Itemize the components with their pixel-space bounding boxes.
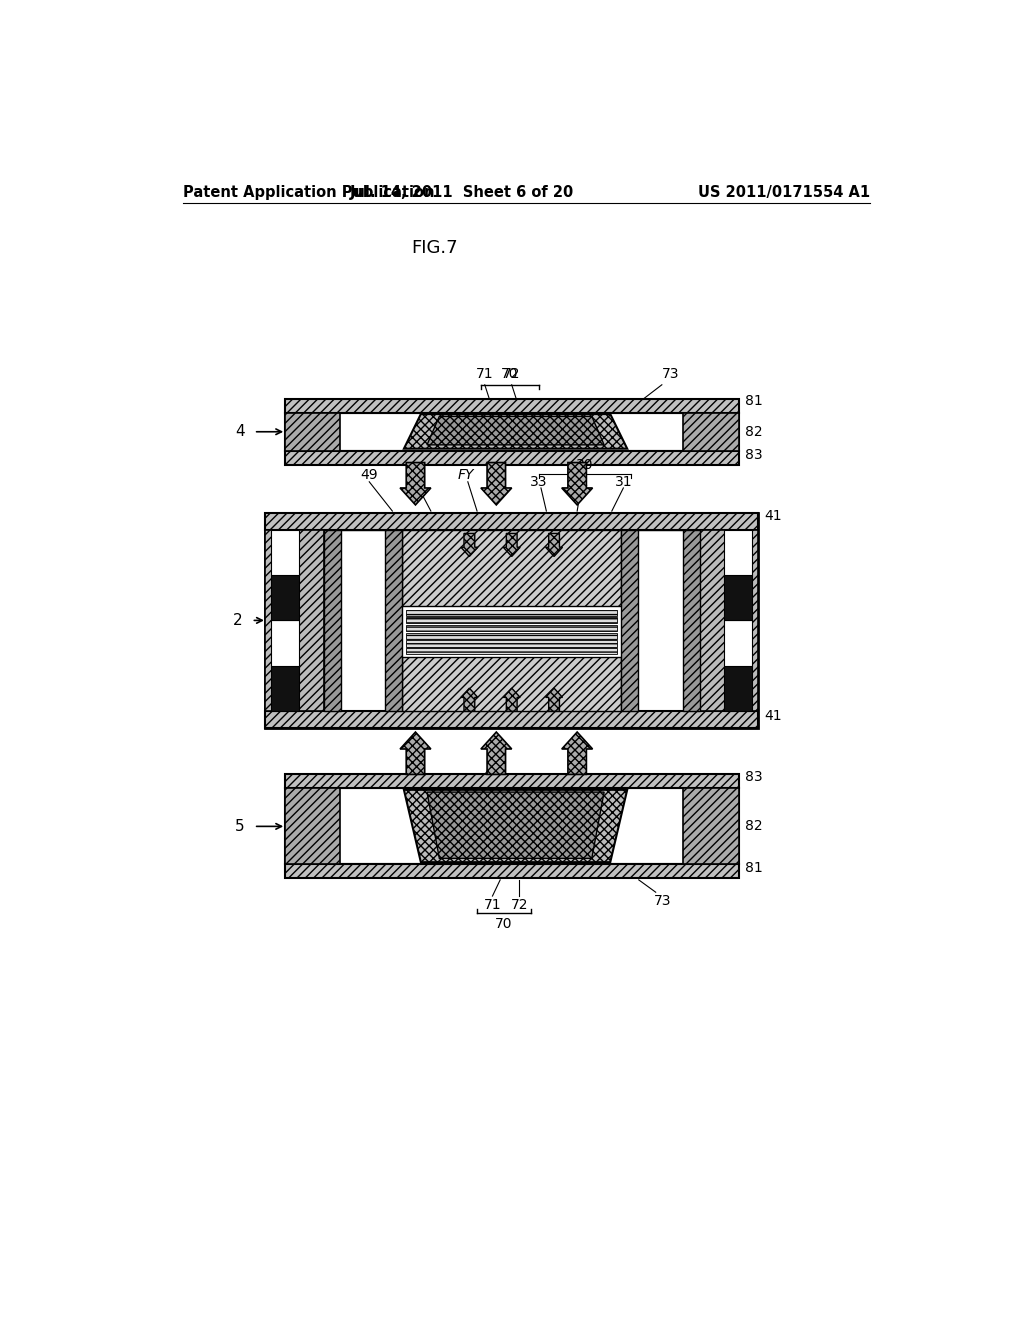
Polygon shape [400, 462, 431, 506]
Bar [265, 711, 758, 729]
Bar [285, 412, 739, 451]
Polygon shape [427, 792, 604, 858]
Bar [285, 412, 340, 451]
Bar [724, 620, 752, 665]
Bar [621, 529, 638, 711]
Text: 32: 32 [572, 475, 590, 488]
Bar [265, 512, 758, 529]
Bar [407, 626, 617, 631]
Polygon shape [562, 462, 593, 506]
Text: 73: 73 [654, 894, 672, 908]
Bar [285, 399, 739, 412]
Bar [271, 529, 299, 576]
Text: 49: 49 [360, 469, 378, 483]
Polygon shape [427, 416, 604, 445]
Text: FY: FY [458, 469, 474, 483]
Text: 31: 31 [614, 475, 632, 488]
Polygon shape [503, 688, 520, 711]
Text: 2: 2 [232, 612, 243, 628]
Text: FIG.7: FIG.7 [412, 239, 458, 257]
Polygon shape [546, 688, 562, 711]
Text: 81: 81 [745, 393, 763, 408]
Text: 72: 72 [503, 367, 520, 381]
Text: 82: 82 [745, 820, 763, 833]
Text: 41: 41 [764, 510, 782, 523]
Bar [271, 576, 299, 620]
Bar [724, 576, 752, 620]
Bar [285, 865, 739, 878]
Polygon shape [562, 733, 593, 775]
Bar [407, 632, 617, 639]
Bar [402, 657, 621, 711]
Text: 71: 71 [476, 367, 494, 381]
Polygon shape [461, 533, 478, 557]
Text: 5: 5 [234, 818, 245, 834]
Text: 70: 70 [496, 917, 513, 931]
Polygon shape [503, 533, 520, 557]
Bar [271, 620, 299, 665]
Text: US 2011/0171554 A1: US 2011/0171554 A1 [697, 185, 869, 201]
Bar [324, 529, 341, 711]
Bar [285, 775, 739, 788]
Bar [265, 529, 324, 711]
Text: 4: 4 [234, 424, 245, 440]
Polygon shape [481, 462, 512, 506]
Bar [402, 529, 621, 606]
Bar [407, 610, 617, 615]
Bar [683, 788, 739, 865]
Bar [285, 788, 340, 865]
Text: 48: 48 [407, 469, 424, 483]
Bar [724, 529, 752, 576]
Text: 72: 72 [511, 898, 528, 912]
Text: 83: 83 [745, 447, 763, 462]
Bar [271, 665, 299, 711]
Bar [407, 640, 617, 647]
Polygon shape [403, 414, 628, 449]
Bar [699, 529, 758, 711]
Polygon shape [461, 688, 478, 711]
Text: 30: 30 [577, 458, 594, 471]
Text: 73: 73 [662, 367, 679, 381]
Text: 70: 70 [501, 367, 518, 381]
Bar [683, 529, 699, 711]
Bar [724, 665, 752, 711]
Bar [285, 451, 739, 465]
Text: 81: 81 [745, 861, 763, 875]
Bar [407, 648, 617, 655]
Bar [683, 412, 739, 451]
Text: 83: 83 [745, 770, 763, 784]
Polygon shape [481, 733, 512, 775]
Text: 82: 82 [745, 425, 763, 438]
Text: Patent Application Publication: Patent Application Publication [183, 185, 434, 201]
Polygon shape [403, 789, 628, 862]
Text: FY: FY [469, 775, 485, 789]
Polygon shape [400, 733, 431, 775]
Text: 41: 41 [764, 710, 782, 723]
Text: Jul. 14, 2011  Sheet 6 of 20: Jul. 14, 2011 Sheet 6 of 20 [349, 185, 573, 201]
Text: 33: 33 [529, 475, 548, 488]
Bar [385, 529, 402, 711]
Bar [285, 788, 739, 865]
Bar [265, 512, 758, 729]
Bar [407, 618, 617, 623]
Bar [324, 529, 699, 711]
Text: 71: 71 [483, 898, 502, 912]
Polygon shape [546, 533, 562, 557]
